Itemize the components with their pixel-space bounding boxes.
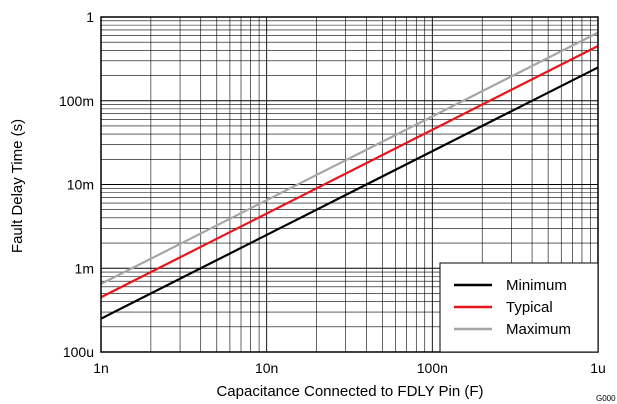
y-tick-label: 1 (86, 9, 94, 25)
legend: Minimum Typical Maximum (439, 262, 599, 353)
figure-code: G000 (596, 394, 616, 403)
x-tick-label: 1n (93, 360, 109, 376)
legend-label-minimum: Minimum (506, 277, 567, 294)
legend-label-maximum: Maximum (506, 321, 571, 338)
y-tick-label: 100u (63, 344, 94, 360)
series-line-maximum (100, 31, 599, 285)
y-tick-label: 100m (59, 93, 94, 109)
series-line-minimum (100, 66, 599, 320)
x-axis-label: Capacitance Connected to FDLY Pin (F) (216, 383, 483, 400)
y-tick-label: 1m (75, 260, 94, 276)
y-axis-label: Fault Delay Time (s) (9, 119, 26, 253)
series-line-typical (100, 45, 599, 299)
y-tick-labels: 100u 1m 10m 100m 1 (59, 9, 94, 360)
legend-label-typical: Typical (506, 299, 553, 316)
x-tick-label: 100n (417, 360, 448, 376)
plot-frame (100, 16, 599, 353)
x-tick-label: 1u (590, 360, 606, 376)
y-tick-label: 10m (67, 177, 94, 193)
x-tick-label: 10n (255, 360, 278, 376)
series-lines (100, 31, 599, 320)
x-tick-labels: 1n 10n 100n 1u (93, 360, 606, 376)
